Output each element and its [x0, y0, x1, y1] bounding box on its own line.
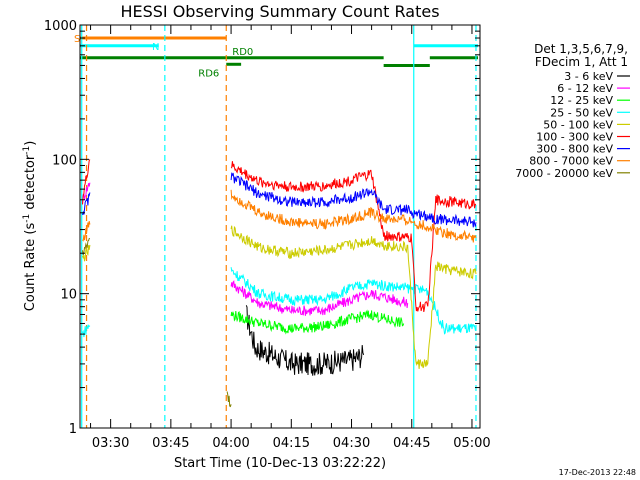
series-line — [82, 159, 91, 205]
legend-label: 800 - 7000 keV — [529, 155, 613, 168]
x-axis-label: Start Time (10-Dec-13 03:22:22) — [174, 456, 386, 471]
x-tick-label: 05:00 — [453, 436, 490, 451]
series-line — [245, 305, 365, 376]
legend-label: 3 - 6 keV — [564, 70, 613, 83]
y-axis-label: Count Rate (s-1 detector-1) — [22, 141, 38, 312]
x-tick-label: 03:30 — [92, 436, 129, 451]
x-tick-label: 04:15 — [273, 436, 310, 451]
timestamp: 17-Dec-2013 22:48 — [559, 468, 636, 477]
x-tick-label: 04:30 — [333, 436, 370, 451]
series-line — [82, 324, 91, 338]
legend-label: 7000 - 20000 keV — [515, 167, 613, 180]
legend-label: 6 - 12 keV — [557, 82, 613, 95]
series-line — [82, 220, 91, 242]
series-line — [230, 189, 477, 243]
y-tick-label: 10 — [60, 288, 77, 303]
series-lines — [82, 159, 477, 408]
flag-label: RD6 — [198, 68, 219, 79]
legend-label: 25 - 50 keV — [550, 106, 613, 119]
x-tick-label: 04:00 — [212, 436, 249, 451]
legend-label: 12 - 25 keV — [550, 94, 613, 107]
series-line — [230, 267, 477, 335]
flag-lines: S N RD0 RD6 — [74, 34, 478, 79]
y-tick-label: 1000 — [44, 19, 77, 34]
legend-header-2: FDecim 1, Att 1 — [535, 55, 628, 69]
legend-label: 50 - 100 keV — [543, 118, 613, 131]
series-line — [230, 172, 477, 228]
x-axis: 03:30 03:45 04:00 04:15 04:30 04:45 05:00 — [90, 25, 491, 451]
series-line — [230, 161, 477, 312]
y-axis: 1 10 100 1000 — [44, 19, 480, 437]
y-tick-label: 100 — [52, 153, 77, 168]
series-line — [230, 309, 405, 335]
flag-label: N — [152, 42, 159, 53]
flag-label: S — [74, 34, 80, 45]
y-label-main: Count Rate (s — [23, 223, 38, 312]
y-label-mid: detector — [23, 154, 38, 214]
series-line — [82, 244, 91, 262]
flag-label: RD0 — [232, 47, 253, 58]
x-tick-label: 03:45 — [152, 436, 189, 451]
y-tick-label: 1 — [69, 422, 77, 437]
y-label-end: ) — [23, 141, 38, 146]
series-line — [230, 280, 409, 316]
plot-frame — [79, 24, 481, 429]
legend-header-1: Det 1,3,5,6,7,9, — [534, 42, 628, 56]
x-tick-label: 04:45 — [393, 436, 430, 451]
series-line — [82, 192, 91, 216]
y-label-sup1: -1 — [22, 214, 32, 223]
legend-label: 100 - 300 keV — [536, 131, 613, 144]
legend: Det 1,3,5,6,7,9, FDecim 1, Att 1 3 - 6 k… — [515, 42, 630, 180]
series-line — [226, 391, 232, 408]
chart-title: HESSI Observing Summary Count Rates — [120, 2, 439, 21]
series-line — [230, 225, 477, 369]
legend-label: 300 - 800 keV — [536, 143, 613, 156]
y-label-sup2: -1 — [22, 146, 32, 155]
vertical-markers — [81, 25, 477, 428]
